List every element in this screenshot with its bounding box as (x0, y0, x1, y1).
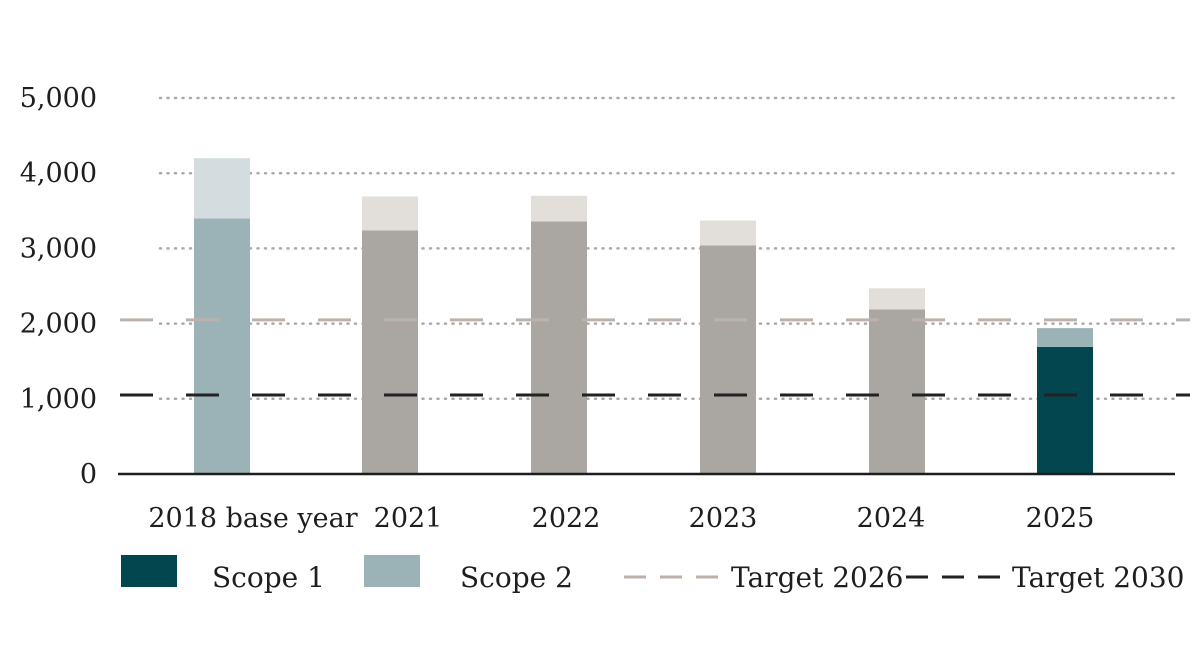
y-tick-label: 5,000 (20, 83, 97, 114)
bar-bottom-segment (869, 309, 925, 474)
bar-bottom-segment (531, 221, 587, 474)
legend-swatch (121, 555, 177, 587)
y-tick-label: 1,000 (20, 384, 97, 415)
bars (194, 158, 1093, 474)
x-tick-label: 2018 base year (148, 503, 357, 534)
y-tick-label: 3,000 (20, 233, 97, 264)
legend-label: Target 2026 (731, 561, 903, 594)
legend-label: Target 2030 (1012, 561, 1184, 594)
x-tick-label: 2024 (857, 503, 926, 534)
bar-bottom-segment (700, 245, 756, 474)
y-tick-label: 4,000 (20, 158, 97, 189)
bar-bottom-segment (1037, 346, 1093, 474)
legend-swatch (364, 555, 420, 587)
x-axis: 2018 base year 2021 2022 2023 2024 2025 (148, 503, 1094, 534)
bar-bottom-segment (194, 218, 250, 474)
target-lines (120, 318, 1190, 397)
bar-top-segment (362, 196, 418, 231)
y-tick-label: 2,000 (20, 309, 97, 340)
grid-lines (158, 96, 1177, 401)
y-tick-label: 0 (80, 459, 97, 490)
legend-label: Scope 2 (460, 561, 573, 594)
legend: Scope 1 Scope 2 Target 2026 Target 2030 (121, 555, 1184, 594)
x-tick-label: 2022 (532, 503, 601, 534)
bar-bottom-segment (362, 230, 418, 474)
x-tick-label: 2021 (374, 503, 443, 534)
x-tick-label: 2023 (689, 503, 758, 534)
bar-top-segment (194, 158, 250, 219)
legend-label: Scope 1 (212, 561, 325, 594)
y-axis: 0 1,000 2,000 3,000 4,000 5,000 (20, 83, 97, 490)
x-tick-label: 2025 (1026, 503, 1095, 534)
bar-top-segment (1037, 328, 1093, 347)
bar-top-segment (700, 220, 756, 246)
bar-top-segment (531, 195, 587, 222)
bar-top-segment (869, 288, 925, 310)
